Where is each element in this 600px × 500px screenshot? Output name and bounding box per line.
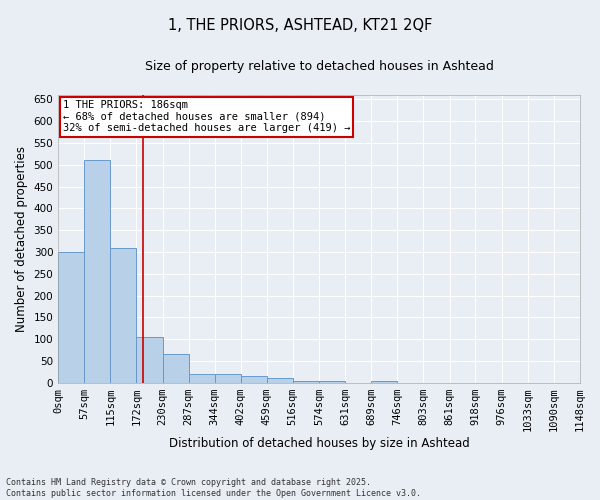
Bar — [267, 378, 293, 383]
Bar — [188, 374, 215, 383]
Bar — [84, 160, 110, 383]
Bar — [371, 380, 397, 383]
Bar — [136, 337, 163, 383]
Bar — [293, 380, 319, 383]
Text: 1, THE PRIORS, ASHTEAD, KT21 2QF: 1, THE PRIORS, ASHTEAD, KT21 2QF — [168, 18, 432, 32]
Bar — [215, 374, 241, 383]
Bar — [241, 376, 267, 383]
Y-axis label: Number of detached properties: Number of detached properties — [15, 146, 28, 332]
Bar — [163, 354, 188, 383]
Text: 1 THE PRIORS: 186sqm
← 68% of detached houses are smaller (894)
32% of semi-deta: 1 THE PRIORS: 186sqm ← 68% of detached h… — [63, 100, 350, 134]
Bar — [319, 380, 345, 383]
Bar — [110, 248, 136, 383]
Bar — [58, 252, 84, 383]
X-axis label: Distribution of detached houses by size in Ashtead: Distribution of detached houses by size … — [169, 437, 469, 450]
Text: Contains HM Land Registry data © Crown copyright and database right 2025.
Contai: Contains HM Land Registry data © Crown c… — [6, 478, 421, 498]
Title: Size of property relative to detached houses in Ashtead: Size of property relative to detached ho… — [145, 60, 494, 73]
